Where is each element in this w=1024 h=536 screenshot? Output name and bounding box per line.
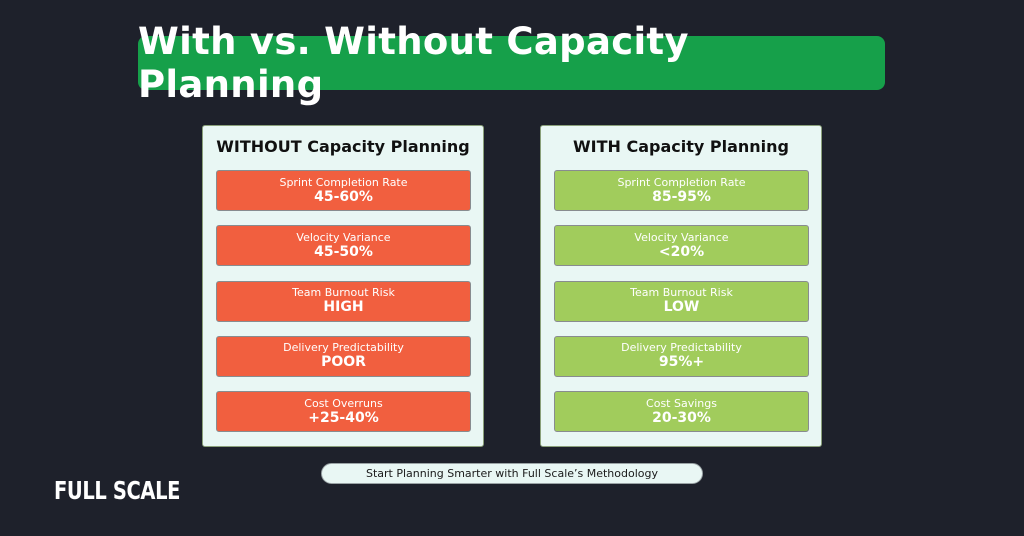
without-capacity-panel: WITHOUT Capacity Planning Sprint Complet… (202, 125, 484, 447)
metric-value: 45-50% (314, 243, 373, 260)
metric-row-burnout-risk: Team Burnout Risk HIGH (216, 280, 471, 322)
metric-value: +25-40% (308, 409, 379, 426)
with-capacity-panel: WITH Capacity Planning Sprint Completion… (540, 125, 822, 447)
metric-value: POOR (321, 354, 366, 371)
metric-label: Cost Savings (646, 396, 717, 410)
metric-value: HIGH (323, 299, 364, 316)
metric-row-velocity-variance: Velocity Variance 45-50% (216, 225, 471, 267)
without-panel-title: WITHOUT Capacity Planning (216, 137, 470, 156)
metric-label: Delivery Predictability (283, 341, 404, 355)
cta-pill[interactable]: Start Planning Smarter with Full Scale’s… (321, 463, 703, 484)
metric-value: 45-60% (314, 188, 373, 205)
metric-value: 20-30% (652, 409, 711, 426)
metric-label: Team Burnout Risk (630, 286, 733, 300)
metric-row-burnout-risk: Team Burnout Risk LOW (554, 280, 809, 322)
with-metrics-list: Sprint Completion Rate 85-95% Velocity V… (554, 170, 809, 446)
metric-value: LOW (663, 299, 700, 316)
metric-row-cost: Cost Overruns +25-40% (216, 391, 471, 433)
metric-label: Cost Overruns (304, 396, 383, 410)
metric-row-sprint-completion: Sprint Completion Rate 45-60% (216, 170, 471, 211)
page-title: With vs. Without Capacity Planning (138, 20, 689, 106)
metric-label: Sprint Completion Rate (617, 175, 746, 189)
metric-label: Team Burnout Risk (292, 286, 395, 300)
metric-label: Sprint Completion Rate (279, 175, 408, 189)
without-metrics-list: Sprint Completion Rate 45-60% Velocity V… (216, 170, 471, 446)
metric-row-sprint-completion: Sprint Completion Rate 85-95% (554, 170, 809, 211)
metric-value: 85-95% (652, 188, 711, 205)
metric-value: <20% (658, 243, 705, 260)
metric-row-cost: Cost Savings 20-30% (554, 391, 809, 433)
metric-value: 95%+ (658, 354, 705, 371)
metric-label: Delivery Predictability (621, 341, 742, 355)
metric-label: Velocity Variance (296, 230, 391, 244)
title-banner: With vs. Without Capacity Planning (138, 20, 885, 106)
metric-label: Velocity Variance (634, 230, 729, 244)
metric-row-delivery-predictability: Delivery Predictability 95%+ (554, 335, 809, 377)
metric-row-velocity-variance: Velocity Variance <20% (554, 225, 809, 267)
with-panel-title: WITH Capacity Planning (573, 137, 789, 156)
full-scale-logo: FULL SCALE (54, 476, 181, 505)
metric-row-delivery-predictability: Delivery Predictability POOR (216, 335, 471, 377)
